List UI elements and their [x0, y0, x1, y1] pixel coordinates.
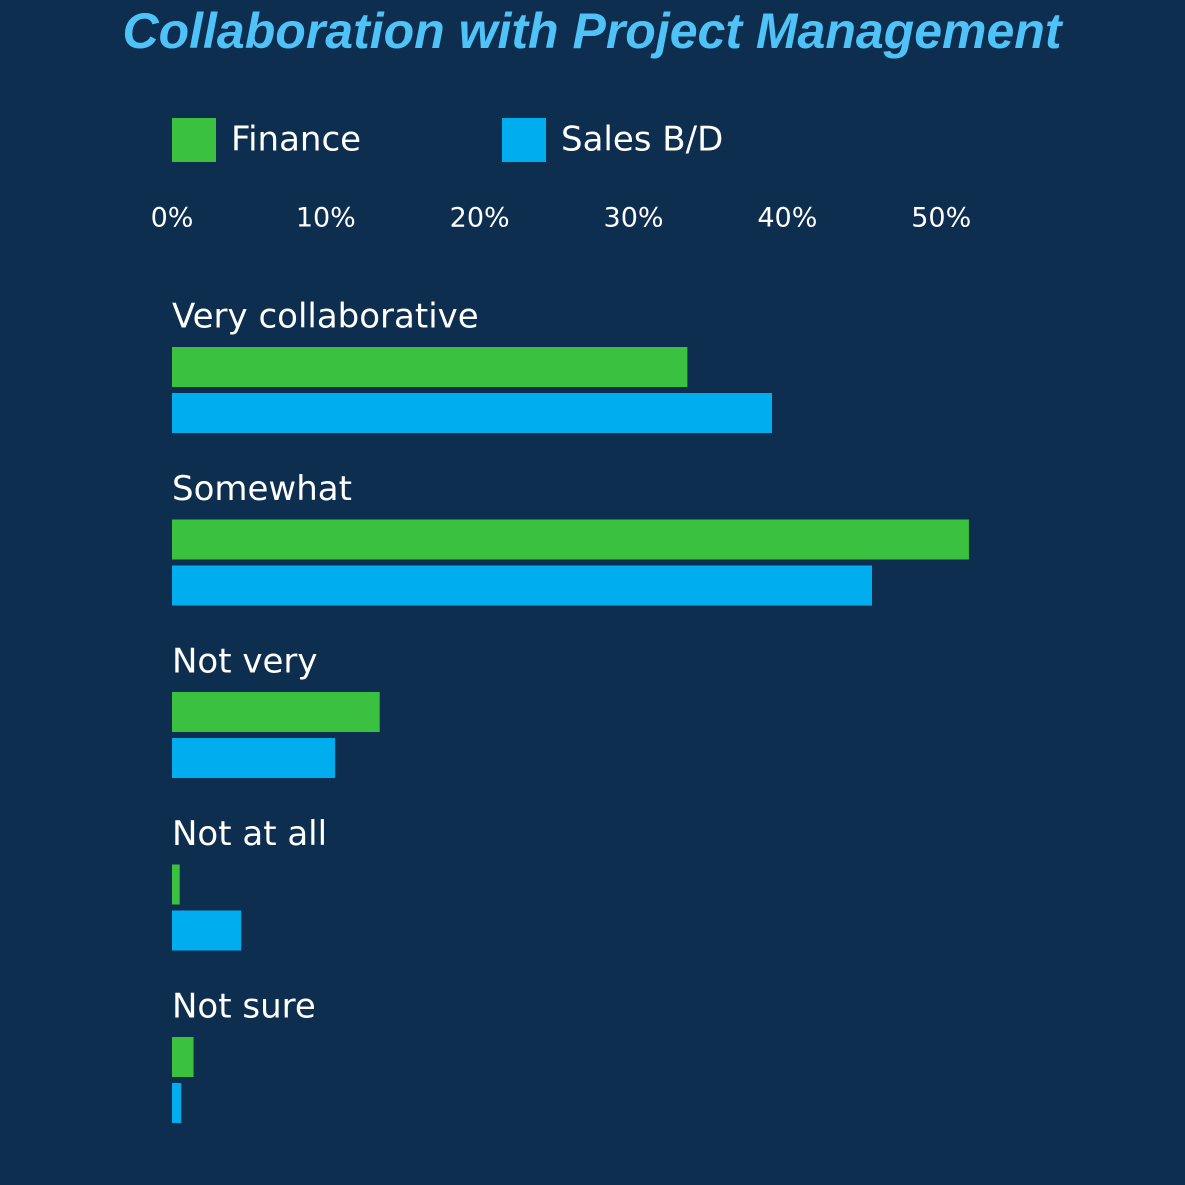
x-tick-label: 40%	[757, 203, 817, 234]
bar	[172, 519, 969, 560]
bar	[172, 393, 772, 433]
bar	[172, 738, 336, 778]
category-label: Somewhat	[172, 469, 352, 509]
x-tick-label: 50%	[911, 203, 971, 234]
x-tick-label: 0%	[151, 203, 194, 234]
bar	[172, 1083, 182, 1123]
legend-swatch	[172, 118, 216, 162]
legend-label: Sales B/D	[561, 120, 723, 160]
bar	[172, 864, 180, 905]
bar	[172, 347, 688, 387]
category-label: Not sure	[172, 987, 316, 1027]
bar	[172, 692, 380, 732]
category-label: Very collaborative	[172, 297, 479, 337]
x-tick-label: 10%	[296, 203, 356, 234]
legend-label: Finance	[231, 120, 361, 160]
x-tick-label: 20%	[450, 203, 510, 234]
bar	[172, 565, 872, 606]
x-tick-label: 30%	[604, 203, 664, 234]
category-label: Not at all	[172, 814, 327, 854]
bar	[172, 1037, 194, 1077]
chart-title: Collaboration with Project Management	[123, 3, 1064, 59]
bar	[172, 910, 242, 951]
legend-swatch	[502, 118, 546, 162]
category-label: Not very	[172, 642, 318, 682]
